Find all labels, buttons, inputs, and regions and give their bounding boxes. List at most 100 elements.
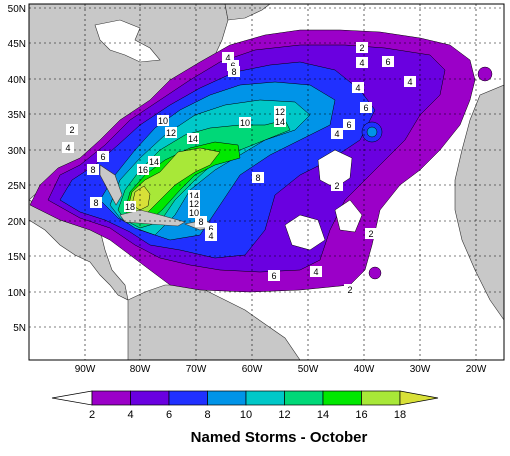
map-title: Named Storms - October xyxy=(191,429,368,446)
longitude-labels: 90W 80W 70W 60W 50W 40W 30W 20W xyxy=(75,364,487,375)
legend-swatch xyxy=(284,390,324,406)
contour-label: 4 xyxy=(225,53,230,63)
contour-label-bg xyxy=(195,216,207,227)
contour-label: 2 xyxy=(334,181,339,191)
contour-label-bg xyxy=(365,228,377,239)
contour-label: 4 xyxy=(208,231,213,241)
legend-swatch xyxy=(322,390,362,406)
contour-label-bg xyxy=(188,198,200,209)
contour-label: 2 xyxy=(368,229,373,239)
contour-label-bg xyxy=(148,156,160,167)
contour-label-bg xyxy=(252,172,264,183)
low-pocket-3 xyxy=(334,199,363,233)
contour-label: 18 xyxy=(125,202,135,212)
plot-frame xyxy=(28,3,505,361)
contour-label-bg xyxy=(274,106,286,117)
contour-label: 2 xyxy=(69,125,74,135)
lat-label: 5N xyxy=(13,323,26,334)
legend-tick-label: 16 xyxy=(355,409,367,421)
contour-label: 2 xyxy=(347,285,352,295)
legend-arrow-low xyxy=(51,390,93,406)
contour-label: 4 xyxy=(334,129,339,139)
contour-label-bg xyxy=(87,164,99,175)
south-america-land xyxy=(127,284,301,360)
lon-label: 90W xyxy=(75,364,96,375)
grid xyxy=(29,4,504,360)
low-pocket-1 xyxy=(284,214,326,251)
contour-label-bg xyxy=(188,190,200,201)
contour-label: 16 xyxy=(138,165,148,175)
contour-label-bg xyxy=(124,201,136,212)
legend-swatch xyxy=(91,390,131,406)
contour-label: 10 xyxy=(189,208,199,218)
contour-label: 2 xyxy=(359,43,364,53)
contour-label-bg xyxy=(137,164,149,175)
contour-label: 14 xyxy=(149,157,159,167)
legend-tick-label: 8 xyxy=(204,409,210,421)
contour-label-bg xyxy=(356,42,368,53)
band-16 xyxy=(127,147,221,215)
contour-label-bg xyxy=(382,56,394,67)
contour-label-bg xyxy=(343,119,355,130)
contour-label: 8 xyxy=(93,198,98,208)
contour-label-bg xyxy=(331,128,343,139)
contour-label-bg xyxy=(205,223,217,234)
contour-label: 14 xyxy=(188,134,198,144)
lat-label: 15N xyxy=(8,252,26,263)
contour-value-labels: 2464684462101214101214644614816821412108… xyxy=(62,42,416,295)
contour-label: 4 xyxy=(359,58,364,68)
lon-label: 20W xyxy=(466,364,487,375)
contour-label-bg xyxy=(352,82,364,93)
newfoundland-land xyxy=(224,4,271,21)
legend-swatch xyxy=(207,390,247,406)
contour-label: 8 xyxy=(231,67,236,77)
contour-label-bg xyxy=(274,116,286,127)
legend-tick-label: 4 xyxy=(127,409,133,421)
lat-label: 45N xyxy=(8,39,26,50)
contour-label-bg xyxy=(97,151,109,162)
contour-label-bg xyxy=(239,117,251,128)
contour-label: 4 xyxy=(65,143,70,153)
contour-label: 14 xyxy=(189,191,199,201)
contour-label-bg xyxy=(165,127,177,138)
contour-label-bg xyxy=(360,102,372,113)
great-lakes xyxy=(94,19,161,63)
legend-tick-label: 18 xyxy=(394,409,406,421)
africa-land xyxy=(454,84,504,321)
lon-label: 80W xyxy=(130,364,151,375)
legend-swatch xyxy=(130,390,170,406)
contour-label: 8 xyxy=(198,217,203,227)
lat-label: 35N xyxy=(8,110,26,121)
legend-swatch xyxy=(168,390,208,406)
contour-label-bg xyxy=(187,133,199,144)
lon-label: 70W xyxy=(186,364,207,375)
legend-tick-label: 2 xyxy=(89,409,95,421)
contour-label: 12 xyxy=(189,199,199,209)
colorbar-legend: 2 4 6 8 10 12 14 16 18 xyxy=(51,390,439,421)
contour-label: 6 xyxy=(100,152,105,162)
contour-label: 6 xyxy=(346,120,351,130)
contour-label: 6 xyxy=(385,57,390,67)
legend-swatch xyxy=(245,390,285,406)
contour-label-bg xyxy=(90,197,102,208)
contour-label-bg xyxy=(227,60,239,71)
florida-land xyxy=(99,164,123,206)
lat-label: 30N xyxy=(8,146,26,157)
lat-label: 10N xyxy=(8,288,26,299)
contour-label: 6 xyxy=(271,271,276,281)
legend-tick-label: 14 xyxy=(317,409,329,421)
blob-east-1 xyxy=(477,66,493,82)
contour-label-bg xyxy=(331,180,343,191)
legend-tick-label: 6 xyxy=(166,409,172,421)
lon-label: 30W xyxy=(410,364,431,375)
contour-label-bg xyxy=(344,284,356,295)
contour-label-bg xyxy=(205,230,217,241)
lat-label: 20N xyxy=(8,217,26,228)
legend-tick-label: 10 xyxy=(240,409,252,421)
contour-label: 6 xyxy=(208,224,213,234)
contour-label: 8 xyxy=(255,173,260,183)
lat-label: 50N xyxy=(8,4,26,15)
lon-label: 50W xyxy=(298,364,319,375)
contour-label-bg xyxy=(66,124,78,135)
